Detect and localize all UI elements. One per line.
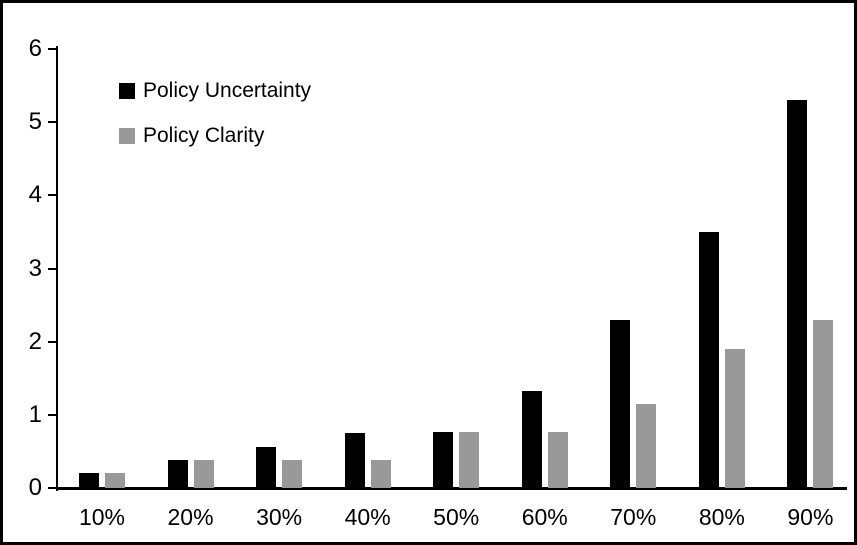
legend-label-policy-uncertainty: Policy Uncertainty xyxy=(143,79,312,102)
bar-policy-clarity-80- xyxy=(724,348,745,488)
x-tick-label: 40% xyxy=(344,504,391,530)
x-tick-label: 80% xyxy=(698,504,745,530)
legend-swatch-policy-uncertainty-icon xyxy=(119,82,135,99)
x-tick-label: 70% xyxy=(610,504,657,530)
bar-policy-uncertainty-70- xyxy=(610,319,631,488)
bar-policy-uncertainty-40- xyxy=(344,433,365,488)
y-tick-mark xyxy=(48,487,56,489)
bar-policy-uncertainty-60- xyxy=(521,390,542,488)
bar-policy-clarity-70- xyxy=(636,403,657,488)
y-axis xyxy=(56,46,58,491)
bar-policy-clarity-20- xyxy=(193,460,214,488)
y-tick-mark xyxy=(48,121,56,124)
x-axis xyxy=(56,487,847,490)
y-tick-label: 2 xyxy=(28,327,42,355)
y-tick-label: 4 xyxy=(28,181,42,209)
x-tick-label: 50% xyxy=(433,504,480,530)
legend-label-policy-clarity: Policy Clarity xyxy=(143,124,265,147)
bar-policy-uncertainty-20- xyxy=(167,460,188,488)
bar-policy-uncertainty-30- xyxy=(256,447,277,488)
x-tick-label: 10% xyxy=(78,504,126,530)
y-tick-mark xyxy=(48,267,56,270)
x-tick-label: 20% xyxy=(167,504,214,530)
x-tick-label: 30% xyxy=(256,504,303,530)
bar-policy-uncertainty-80- xyxy=(698,231,719,488)
y-tick-label: 3 xyxy=(28,254,42,282)
x-tick-label: 60% xyxy=(521,504,568,530)
y-tick-mark xyxy=(48,48,56,50)
bar-policy-clarity-50- xyxy=(459,431,480,488)
bar-policy-uncertainty-50- xyxy=(433,431,454,488)
chart-legend: Policy Uncertainty Policy Clarity xyxy=(119,80,311,170)
bar-policy-clarity-40- xyxy=(370,460,391,488)
y-tick-mark xyxy=(48,194,56,197)
bar-policy-clarity-90- xyxy=(813,319,834,488)
bar-policy-uncertainty-10- xyxy=(79,473,99,488)
bar-policy-uncertainty-90- xyxy=(787,100,808,488)
bar-policy-clarity-30- xyxy=(282,460,303,488)
y-tick-label: 6 xyxy=(28,35,42,62)
y-tick-label: 0 xyxy=(28,474,42,501)
y-tick-mark xyxy=(48,340,56,343)
bar-policy-clarity-10- xyxy=(105,473,125,488)
x-tick-label: 90% xyxy=(787,504,834,530)
y-tick-mark xyxy=(48,413,56,416)
bar-policy-clarity-60- xyxy=(547,431,568,488)
legend-swatch-policy-clarity-icon xyxy=(119,127,135,144)
y-tick-label: 5 xyxy=(28,108,42,136)
legend-item-policy-clarity: Policy Clarity xyxy=(119,125,311,146)
legend-item-policy-uncertainty: Policy Uncertainty xyxy=(119,80,311,101)
y-tick-label: 1 xyxy=(28,400,42,428)
